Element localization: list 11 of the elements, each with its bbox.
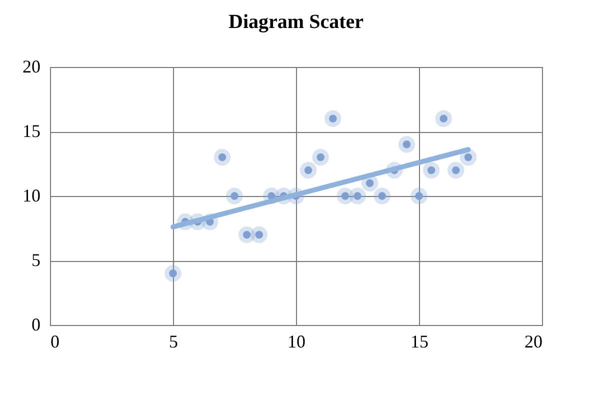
y-tick-label: 0 — [32, 314, 40, 334]
y-tick-label: 15 — [22, 121, 40, 141]
x-tick-label: 5 — [169, 332, 178, 352]
y-tick-label: 5 — [32, 250, 40, 270]
x-tick-label: 20 — [524, 332, 542, 352]
y-tick-label: 20 — [22, 56, 40, 76]
y-tick-label: 10 — [22, 186, 40, 206]
chart-title: Diagram Scater — [228, 11, 364, 33]
x-tick-label: 15 — [410, 332, 428, 352]
x-tick-label: 0 — [50, 332, 60, 352]
x-tick-label: 10 — [288, 332, 306, 352]
